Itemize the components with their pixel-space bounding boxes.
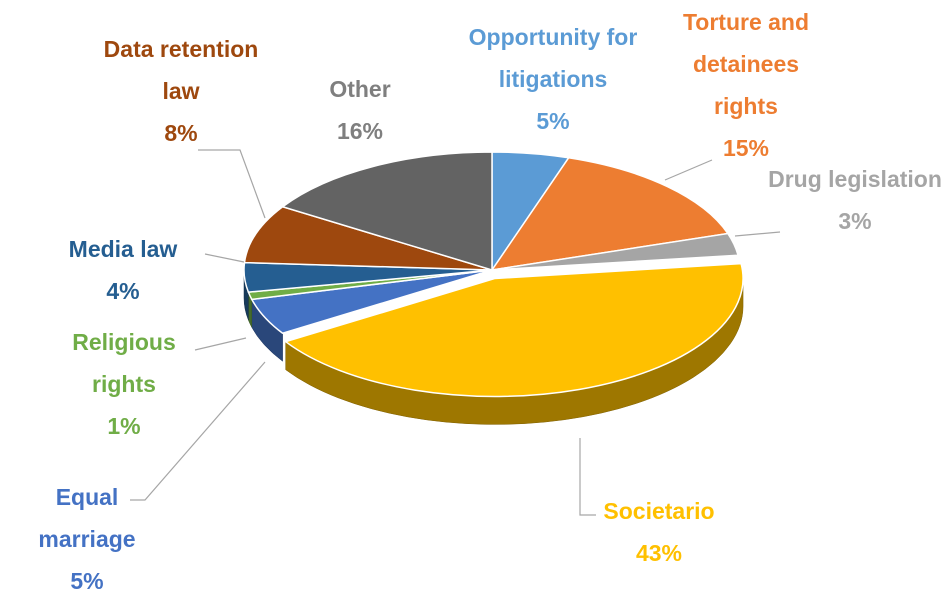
value-label: 16% <box>336 118 384 144</box>
leader-line <box>204 253 245 263</box>
value-label: 15% <box>722 135 770 161</box>
leader-line <box>194 337 247 351</box>
value-label: 1% <box>107 413 141 439</box>
category-label: Drug legislation <box>768 166 942 192</box>
data-label: Opportunity for litigations 5% <box>458 16 648 142</box>
data-label: Drug legislation 3% <box>768 158 943 242</box>
value-label: 3% <box>838 208 872 234</box>
slice <box>284 262 744 398</box>
category-label: Data retention law <box>103 36 259 104</box>
category-label: Opportunity for litigations <box>468 24 638 92</box>
category-label: Other <box>329 76 391 102</box>
value-label: 43% <box>635 540 683 566</box>
data-label: Data retention law 8% <box>96 28 266 154</box>
value-label: 5% <box>70 568 104 594</box>
data-label: Societario 43% <box>574 490 744 574</box>
category-label: Societario <box>603 498 715 524</box>
data-label: Media law 4% <box>28 228 218 312</box>
data-label: Equal marriage 5% <box>12 476 162 594</box>
slice <box>491 232 740 271</box>
leader-line <box>734 231 781 237</box>
leader-line <box>130 361 266 501</box>
value-label: 5% <box>536 108 570 134</box>
category-label: Religious rights <box>72 329 176 397</box>
slice <box>280 151 493 272</box>
data-label: Other 16% <box>300 68 420 152</box>
category-label: Media law <box>68 236 178 262</box>
leader-line <box>198 149 266 219</box>
category-label: Torture and detainees rights <box>682 9 810 119</box>
slice <box>243 205 493 271</box>
category-label: Equal marriage <box>38 484 136 552</box>
leader-line <box>664 159 713 181</box>
leader-line <box>579 438 596 516</box>
value-label: 8% <box>164 120 198 146</box>
data-label: Religious rights 1% <box>49 321 199 447</box>
value-label: 4% <box>106 278 140 304</box>
slice-tops <box>243 151 744 398</box>
data-label: Torture and detainees rights 15% <box>661 1 831 169</box>
